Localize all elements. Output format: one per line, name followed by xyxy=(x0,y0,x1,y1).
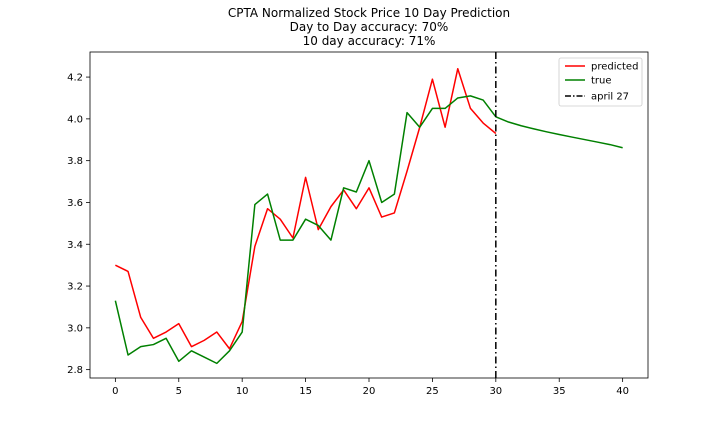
y-tick-label: 4.2 xyxy=(67,73,83,84)
x-tick-label: 40 xyxy=(616,386,629,397)
y-tick-label: 3.2 xyxy=(67,282,83,293)
series-line-predicted xyxy=(115,67,497,350)
series-line-true xyxy=(114,95,623,365)
x-tick-label: 25 xyxy=(426,386,439,397)
x-tick-label: 10 xyxy=(236,386,249,397)
y-tick-label: 3.8 xyxy=(67,156,83,167)
x-tick-label: 20 xyxy=(363,386,376,397)
y-tick-label: 3.0 xyxy=(67,323,83,334)
chart-title: CPTA Normalized Stock Price 10 Day Predi… xyxy=(228,6,510,48)
legend-label-predicted: predicted xyxy=(591,62,638,73)
x-tick-label: 35 xyxy=(553,386,566,397)
y-tick-label: 4.0 xyxy=(67,114,83,125)
legend-box xyxy=(558,57,643,107)
legend: predicted true april 27 xyxy=(558,57,643,107)
y-axis: 2.8 3.0 3.2 3.4 3.6 3.8 4.0 4.2 xyxy=(67,73,90,376)
title-line-2: Day to Day accuracy: 70% xyxy=(290,20,449,34)
legend-label-true: true xyxy=(591,76,612,87)
plot-layer xyxy=(114,52,623,378)
x-tick-label: 5 xyxy=(176,386,182,397)
y-tick-label: 3.6 xyxy=(67,198,83,209)
y-tick-label: 3.4 xyxy=(67,240,83,251)
x-tick-label: 30 xyxy=(489,386,502,397)
x-tick-label: 15 xyxy=(299,386,312,397)
x-axis: 0 5 10 15 20 25 30 35 40 xyxy=(112,378,629,397)
title-line-3: 10 day accuracy: 71% xyxy=(303,34,436,48)
title-line-1: CPTA Normalized Stock Price 10 Day Predi… xyxy=(228,6,510,20)
legend-label-april-27: april 27 xyxy=(591,92,629,103)
x-tick-label: 0 xyxy=(112,386,118,397)
y-tick-label: 2.8 xyxy=(67,365,83,376)
